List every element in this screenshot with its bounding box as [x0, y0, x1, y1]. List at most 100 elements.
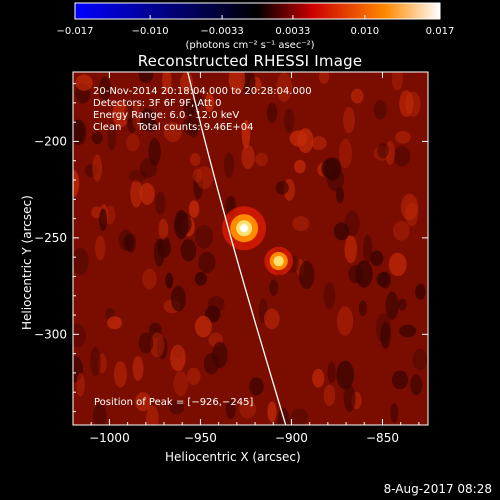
- texture-blob: [132, 102, 141, 130]
- texture-blob: [255, 152, 269, 167]
- texture-blob: [149, 332, 165, 358]
- colorbar-tick-label: 0.0033: [275, 26, 310, 37]
- texture-blob: [193, 171, 203, 200]
- texture-blob: [392, 220, 410, 241]
- texture-blob: [148, 322, 162, 339]
- texture-blob: [410, 374, 423, 396]
- texture-blob: [289, 130, 308, 147]
- texture-blob: [391, 72, 403, 91]
- texture-blob: [335, 186, 344, 204]
- texture-blob: [312, 368, 325, 388]
- texture-blob: [75, 74, 93, 91]
- texture-blob: [370, 250, 384, 267]
- texture-blob: [205, 305, 221, 323]
- texture-blob: [73, 248, 89, 276]
- colorbar: −0.017 −0.010 −0.0033 0.0033 0.010 0.017: [56, 2, 454, 37]
- texture-blob: [186, 367, 201, 386]
- x-axis-label: Heliocentric X (arcsec): [165, 450, 301, 464]
- x-tick-label: −850: [366, 431, 399, 445]
- texture-blob: [162, 72, 172, 93]
- texture-blob: [393, 146, 411, 167]
- texture-blob: [211, 341, 228, 369]
- texture-blob: [267, 401, 277, 423]
- texture-blob: [385, 291, 399, 320]
- texture-blob: [377, 143, 389, 159]
- texture-blob: [194, 315, 212, 338]
- texture-blob: [148, 137, 161, 166]
- texture-blob: [98, 208, 108, 231]
- texture-blob: [321, 158, 340, 179]
- texture-blob: [128, 169, 147, 183]
- texture-blob: [113, 361, 127, 388]
- y-tick-label: −200: [34, 134, 67, 148]
- texture-blob: [153, 238, 165, 267]
- texture-blob: [183, 99, 196, 117]
- x-tick-label: −950: [184, 431, 217, 445]
- texture-blob: [263, 308, 280, 330]
- info-energy-range: Energy Range: 6.0 - 12.0 keV: [93, 110, 240, 121]
- texture-blob: [168, 400, 185, 415]
- colorbar-tick-label: −0.017: [56, 26, 93, 37]
- texture-blob: [145, 119, 159, 133]
- sources: [222, 206, 293, 276]
- texture-blob: [142, 268, 157, 290]
- texture-blob: [95, 235, 106, 261]
- texture-blob: [350, 88, 364, 104]
- texture-blob: [249, 377, 264, 396]
- texture-blob: [135, 392, 151, 412]
- texture-blob: [158, 218, 169, 240]
- texture-blob: [283, 108, 295, 133]
- texture-blob: [338, 138, 353, 169]
- texture-blob: [98, 76, 112, 101]
- texture-blob: [76, 372, 85, 397]
- texture-blob: [225, 399, 236, 420]
- texture-blob: [358, 300, 367, 317]
- texture-blob: [294, 159, 306, 174]
- texture-blob: [266, 102, 278, 123]
- x-axis-ticks: −1000 −950 −900 −850: [89, 72, 420, 445]
- texture-blob: [165, 272, 174, 289]
- texture-blob: [163, 122, 182, 143]
- y-tick-label: −300: [34, 327, 67, 341]
- date-stamp: 8-Aug-2017 08:28: [383, 482, 492, 496]
- texture-blob: [190, 153, 201, 166]
- chart-title: Reconstructed RHESSI Image: [137, 52, 363, 70]
- texture-blob: [182, 117, 199, 136]
- texture-blob: [73, 323, 86, 348]
- texture-blob: [363, 234, 373, 263]
- texture-blob: [180, 72, 194, 93]
- y-tick-label: −250: [34, 231, 67, 245]
- texture-blob: [107, 316, 122, 330]
- texture-blob: [155, 191, 166, 215]
- texture-blob: [376, 272, 390, 287]
- texture-blob: [195, 166, 214, 189]
- solar-limb: [187, 72, 287, 425]
- info-time-range: 20-Nov-2014 20:18:04.000 to 20:28:04.000: [93, 86, 312, 97]
- colorbar-tick-label: −0.0033: [200, 26, 243, 37]
- texture-blob: [126, 133, 140, 152]
- texture-blob: [118, 229, 134, 251]
- texture-blob: [107, 122, 117, 151]
- texture-blob: [112, 100, 129, 128]
- texture-blob: [311, 136, 327, 151]
- texture-blob: [73, 120, 85, 144]
- texture-blob: [73, 355, 84, 383]
- y-axis-label: Heliocentric Y (arcsec): [20, 195, 34, 330]
- texture-blob: [195, 224, 213, 249]
- texture-blob: [91, 131, 103, 145]
- texture-blob: [344, 235, 357, 264]
- texture-blob: [398, 298, 407, 311]
- texture-blob: [241, 119, 251, 149]
- image-texture: [73, 72, 428, 425]
- texture-blob: [336, 360, 355, 390]
- texture-blob: [207, 296, 225, 313]
- texture-blob: [355, 260, 373, 288]
- texture-blob: [139, 182, 155, 205]
- texture-blob: [93, 403, 107, 425]
- texture-blob: [85, 164, 98, 178]
- texture-blob: [73, 170, 80, 197]
- texture-blob: [194, 271, 207, 286]
- texture-blob: [323, 282, 336, 310]
- peak-position-label: Position of Peak = [−926,−245]: [94, 397, 254, 408]
- source-peak: [240, 224, 249, 233]
